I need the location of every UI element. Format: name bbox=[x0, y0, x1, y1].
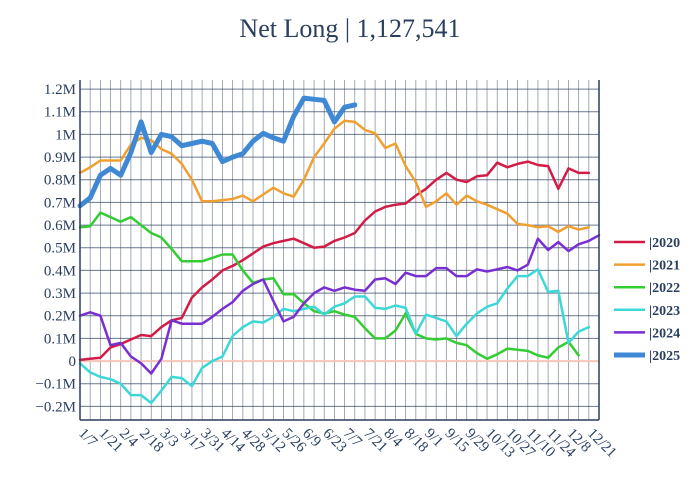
y-tick-label: 0 bbox=[69, 354, 77, 370]
y-axis-tick-labels: −0.2M −0.1M 0 0.1M 0.2M 0.3M 0.4M 0.5M 0.6M 0.7M 0… bbox=[35, 82, 76, 415]
y-tick-label: −0.2M bbox=[35, 399, 76, 415]
y-tick-label: 1.2M bbox=[44, 82, 76, 98]
vertical-gridlines bbox=[79, 80, 600, 420]
y-tick-label: −0.1M bbox=[35, 377, 76, 393]
y-tick-label: 0.5M bbox=[44, 241, 76, 257]
legend-label: |2020 bbox=[649, 236, 680, 251]
series-line-2022 bbox=[78, 211, 580, 361]
legend-label: |2022 bbox=[649, 281, 680, 296]
y-tick-label: 0.1M bbox=[44, 331, 76, 347]
series-lines bbox=[77, 95, 601, 405]
y-tick-label: 0.8M bbox=[44, 173, 76, 189]
legend-label: |2025 bbox=[649, 349, 680, 364]
x-tick-label: 1/7 bbox=[75, 426, 100, 451]
series-line-2020 bbox=[78, 160, 591, 362]
y-tick-label: 0.9M bbox=[44, 150, 76, 166]
y-tick-label: 0.3M bbox=[44, 286, 76, 302]
series-line-2025 bbox=[77, 95, 358, 209]
series-line-2024 bbox=[78, 234, 601, 375]
y-tick-label: 1.1M bbox=[44, 105, 76, 121]
axis-frame bbox=[79, 80, 600, 421]
legend-label: |2021 bbox=[649, 259, 680, 274]
y-tick-label: 0.7M bbox=[44, 195, 76, 211]
legend-label: |2024 bbox=[649, 326, 680, 341]
x-axis-tick-labels: 1/71/212/42/183/33/173/314/144/285/125/2… bbox=[75, 426, 619, 462]
chart-title: Net Long | 1,127,541 bbox=[239, 14, 461, 43]
y-tick-label: 0.2M bbox=[44, 309, 76, 325]
y-tick-label: 0.6M bbox=[44, 218, 76, 234]
y-tick-label: 1M bbox=[55, 127, 76, 143]
legend-label: |2023 bbox=[649, 304, 680, 319]
legend: |2020 |2021 |2022 |2023 |2024 |2025 bbox=[614, 236, 680, 364]
series-line-2021 bbox=[78, 119, 591, 234]
y-tick-label: 0.4M bbox=[44, 263, 76, 279]
series-line-2023 bbox=[78, 268, 591, 405]
